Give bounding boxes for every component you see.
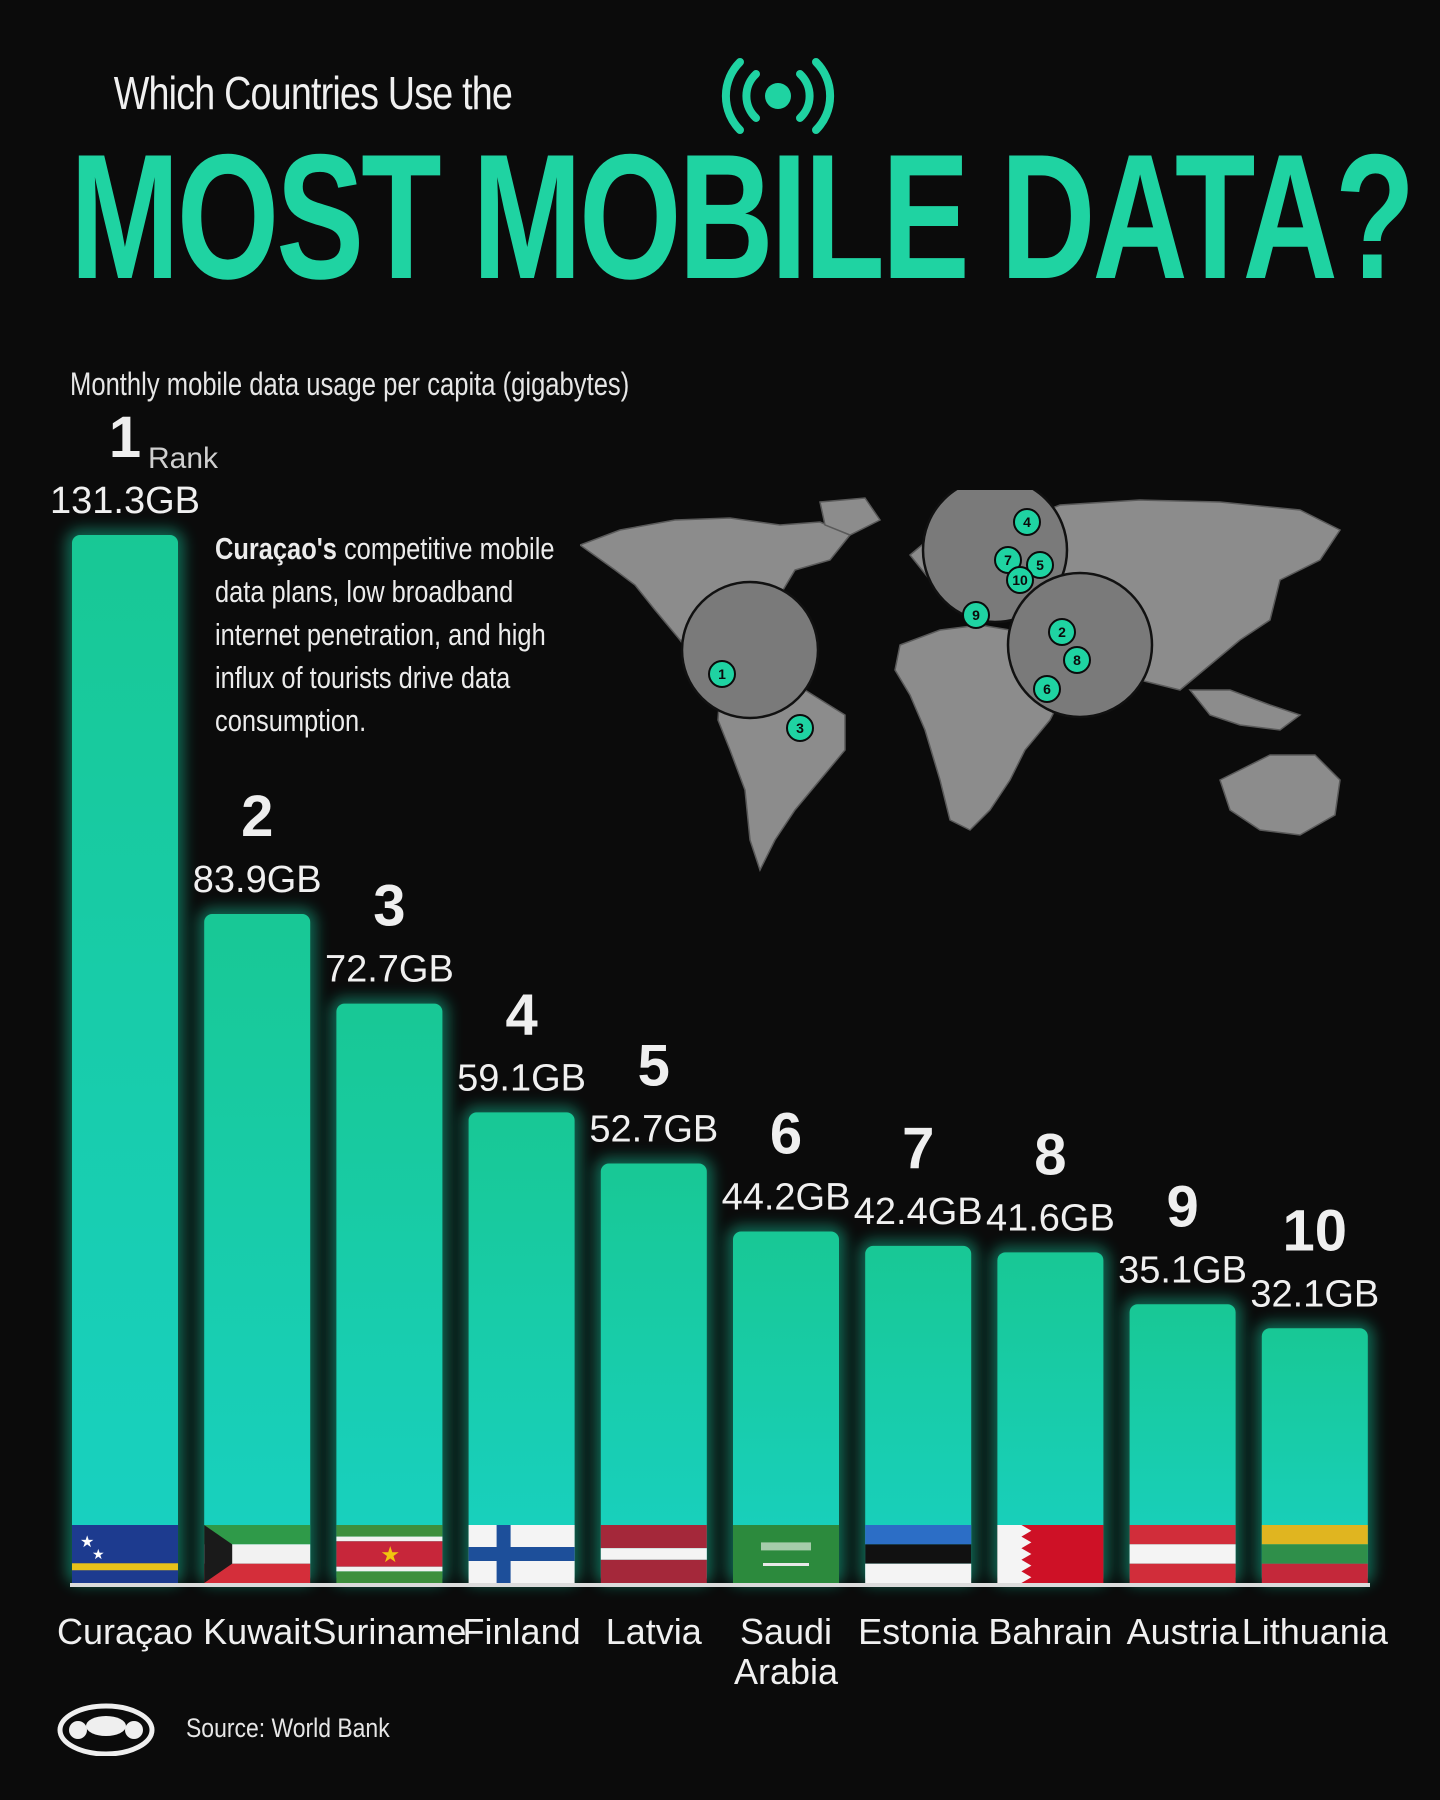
value-label: 72.7GB xyxy=(325,949,454,991)
australia-shape xyxy=(1219,754,1341,836)
value-label: 59.1GB xyxy=(457,1057,586,1099)
category-label: Bahrain xyxy=(988,1611,1112,1652)
footer: Source: World Bank xyxy=(56,1700,426,1756)
map-marker xyxy=(1026,551,1054,579)
value-label: 44.2GB xyxy=(722,1177,851,1219)
annotation: Curaçao's competitive mobile data plans,… xyxy=(215,527,559,742)
map-marker xyxy=(962,601,990,629)
category-label: Estonia xyxy=(858,1611,979,1652)
category-label: Lithuania xyxy=(1242,1611,1389,1652)
rank-label: 9 xyxy=(1166,1174,1198,1239)
bar-2 xyxy=(204,914,311,1585)
bar-6 xyxy=(733,1231,839,1585)
flag-suriname-icon: ★ xyxy=(336,1525,443,1583)
world-map: 1 2 3 4 5 6 7 8 9 10 xyxy=(580,490,1342,872)
value-label: 131.3GB xyxy=(50,480,200,522)
southeast-asia-shape xyxy=(1188,689,1302,731)
map-marker xyxy=(708,660,736,688)
flag-lithuania-icon xyxy=(1261,1525,1368,1583)
map-marker xyxy=(1033,675,1061,703)
map-marker-label: 3 xyxy=(796,720,804,736)
svg-text:★: ★ xyxy=(380,1542,400,1567)
map-marker-label: 8 xyxy=(1073,652,1081,668)
map-marker-label: 2 xyxy=(1058,624,1066,640)
map-marker xyxy=(1006,566,1034,594)
broadcast-icon xyxy=(721,58,835,134)
map-marker-label: 5 xyxy=(1036,557,1044,573)
map-marker-label: 4 xyxy=(1023,514,1031,530)
bar-8 xyxy=(997,1252,1104,1585)
map-marker xyxy=(1048,618,1076,646)
headline: MOST MOBILE DATA? xyxy=(70,117,1415,316)
bar-3 xyxy=(336,1003,443,1585)
map-marker-label: 9 xyxy=(972,607,980,623)
map-marker-label: 7 xyxy=(1004,552,1012,568)
flag-kuwait-icon xyxy=(204,1525,311,1583)
rank-label: 7 xyxy=(902,1116,934,1181)
value-label: 52.7GB xyxy=(589,1109,718,1151)
map-marker-label: 10 xyxy=(1012,572,1028,588)
greenland-shape xyxy=(819,497,882,536)
logo-icon xyxy=(57,1703,155,1756)
flag-saudi-arabia-icon xyxy=(733,1525,839,1583)
rank-label: 8 xyxy=(1034,1122,1066,1187)
annotation-bold: Curaçao's xyxy=(215,531,337,566)
value-label: 42.4GB xyxy=(854,1191,983,1233)
flag-estonia-icon xyxy=(865,1525,972,1583)
flag-curacao-icon: ★★ xyxy=(72,1525,178,1583)
value-label: 83.9GB xyxy=(193,859,322,901)
chart-subtitle: Monthly mobile data usage per capita (gi… xyxy=(70,366,630,402)
map-marker xyxy=(1013,508,1041,536)
bar-5 xyxy=(600,1163,707,1585)
flag-latvia-icon xyxy=(600,1525,707,1583)
bar-7 xyxy=(865,1245,972,1585)
map-marker xyxy=(1063,646,1091,674)
source-text: Source: World Bank xyxy=(186,1712,390,1743)
map-marker xyxy=(786,714,814,742)
category-label: Suriname xyxy=(312,1611,466,1652)
category-label: Finland xyxy=(463,1611,581,1652)
rank-label: 1 xyxy=(109,405,141,470)
rank-label: 4 xyxy=(505,982,537,1047)
kicker-text: Which Countries Use the xyxy=(113,67,513,119)
bar-1 xyxy=(72,535,178,1585)
bar-10 xyxy=(1261,1328,1368,1585)
category-label: Saudi Arabia xyxy=(734,1611,839,1692)
category-label: Kuwait xyxy=(203,1611,311,1652)
svg-text:★: ★ xyxy=(80,1534,94,1551)
annotation-text: competitive mobile data plans, low broad… xyxy=(215,531,555,738)
flag-finland-icon xyxy=(468,1525,575,1583)
rank-legend-label: Rank xyxy=(148,442,219,475)
bar-4 xyxy=(468,1112,575,1585)
map-marker-label: 6 xyxy=(1043,681,1051,697)
rank-label: 5 xyxy=(638,1034,670,1099)
category-label: Austria xyxy=(1127,1611,1240,1652)
flag-austria-icon xyxy=(1129,1525,1236,1583)
rank-label: 2 xyxy=(241,784,273,849)
bar-9 xyxy=(1129,1304,1236,1585)
category-label: Curaçao xyxy=(57,1611,193,1652)
flag-bahrain-icon xyxy=(997,1525,1104,1583)
value-label: 41.6GB xyxy=(986,1197,1115,1239)
value-label: 32.1GB xyxy=(1250,1273,1379,1315)
value-label: 35.1GB xyxy=(1118,1249,1247,1291)
rank-label: 3 xyxy=(373,874,405,939)
north-america-shape xyxy=(580,517,852,651)
rank-label: 10 xyxy=(1283,1198,1348,1263)
svg-text:★: ★ xyxy=(92,1546,105,1562)
category-label: Latvia xyxy=(606,1611,703,1652)
rank-label: 6 xyxy=(770,1102,802,1167)
map-marker-label: 1 xyxy=(718,666,726,682)
